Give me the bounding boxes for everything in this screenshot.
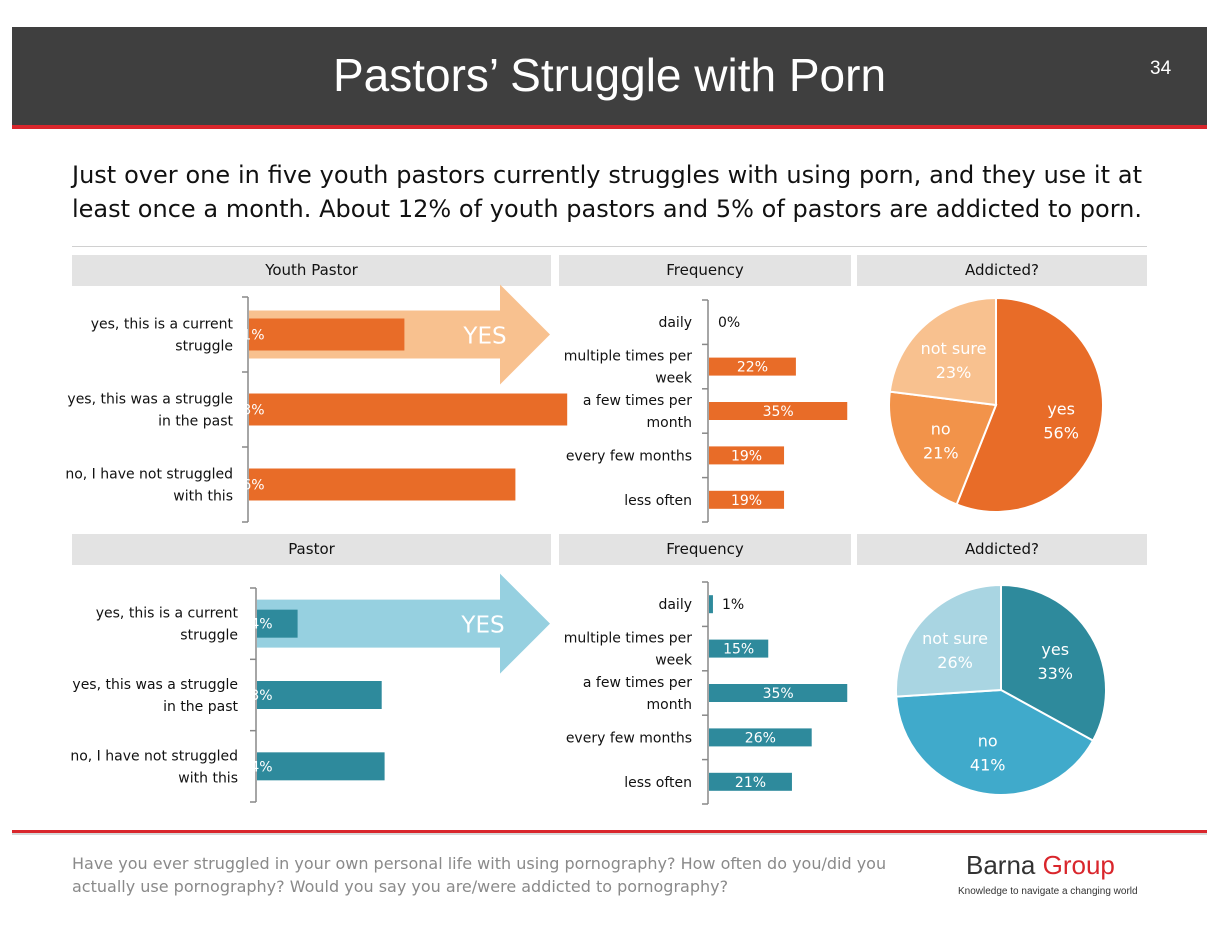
bar xyxy=(709,595,713,614)
bar-data-label: 1% xyxy=(722,597,744,613)
bar-data-label: 14% xyxy=(241,617,272,633)
barna-group-logo: Barna Group xyxy=(966,850,1115,881)
category-label: less often xyxy=(624,775,692,791)
footer-accent-line xyxy=(12,830,1207,833)
pie-data-label: 23% xyxy=(936,363,972,382)
logo-tagline: Knowledge to navigate a changing world xyxy=(958,886,1138,897)
bar-data-label: 19% xyxy=(731,448,762,464)
pie-data-label: 41% xyxy=(970,755,1006,774)
slide-subtitle: Just over one in five youth pastors curr… xyxy=(72,161,1142,223)
logo-word-group: Group xyxy=(1042,850,1115,880)
category-label: multiple times per week xyxy=(564,349,693,387)
bar xyxy=(257,752,385,781)
category-label: yes, this is a current struggle xyxy=(91,317,234,355)
bar-data-label: 26% xyxy=(745,730,776,746)
pie-data-label: 56% xyxy=(1043,423,1079,442)
pie-slice-label: not sure xyxy=(921,339,987,358)
category-label: a few times per month xyxy=(583,675,692,713)
pie-slice-label: yes xyxy=(1041,640,1069,659)
header-pastor: Pastor xyxy=(72,534,551,565)
yes-arrow-label: YES xyxy=(460,613,504,639)
bar xyxy=(709,357,796,376)
bar-data-label: 21% xyxy=(735,775,766,791)
category-label: every few months xyxy=(566,730,692,746)
pie-slice xyxy=(955,296,1104,513)
bar-data-label: 0% xyxy=(718,315,740,331)
pie-slice-label: no xyxy=(931,420,951,439)
bar-data-label: 15% xyxy=(723,642,754,658)
title-bar xyxy=(12,27,1207,125)
category-label: multiple times per week xyxy=(564,631,693,669)
bar xyxy=(709,490,785,509)
bar xyxy=(709,684,848,702)
bar xyxy=(709,728,812,747)
pie-slice xyxy=(895,688,1095,796)
bar xyxy=(257,609,298,638)
bar-data-label: 44% xyxy=(241,759,272,775)
category-label: yes, this is a current struggle xyxy=(96,606,239,644)
header-pastor-frequency: Frequency xyxy=(559,534,851,565)
pie-slice-label: not sure xyxy=(922,629,988,648)
page-number: 34 xyxy=(1150,58,1172,79)
category-label: yes, this was a struggle in the past xyxy=(67,392,233,430)
pie-slice xyxy=(888,296,997,407)
pie-slice xyxy=(1000,583,1107,742)
bar xyxy=(249,393,568,426)
yes-arrow xyxy=(257,573,550,674)
bar-data-label: 22% xyxy=(737,360,768,376)
logo-word-barna: Barna xyxy=(966,850,1036,880)
category-label: daily xyxy=(658,597,692,613)
category-label: daily xyxy=(658,315,692,331)
category-label: no, I have not struggled with this xyxy=(65,467,233,505)
bar xyxy=(249,318,405,351)
pie-slice xyxy=(895,583,1002,698)
bar xyxy=(709,772,792,791)
bar xyxy=(709,402,848,420)
bar-data-label: 35% xyxy=(763,686,794,702)
category-label: less often xyxy=(624,493,692,509)
bar xyxy=(709,639,769,658)
pie-slice-label: yes xyxy=(1047,399,1075,418)
divider xyxy=(72,246,1147,247)
bar-data-label: 43% xyxy=(241,688,272,704)
header-youth-addicted: Addicted? xyxy=(857,255,1147,286)
category-label: no, I have not struggled with this xyxy=(70,748,238,786)
bar xyxy=(257,681,382,709)
slide-title: Pastors’ Struggle with Porn xyxy=(332,49,887,101)
bar-data-label: 21% xyxy=(233,328,264,344)
bar xyxy=(249,468,516,501)
yes-arrow-label: YES xyxy=(462,324,506,350)
bar xyxy=(709,446,785,465)
pie-slice xyxy=(888,390,998,506)
pie-data-label: 33% xyxy=(1037,664,1073,683)
pie-slice-label: no xyxy=(978,731,998,750)
pie-data-label: 21% xyxy=(923,444,959,463)
category-label: a few times per month xyxy=(583,393,692,431)
bar-data-label: 36% xyxy=(233,478,264,494)
footer-divider xyxy=(12,833,1207,835)
header-youth-pastor: Youth Pastor xyxy=(72,255,551,286)
bar-data-label: 35% xyxy=(763,404,794,420)
title-accent-line xyxy=(12,125,1207,129)
header-youth-frequency: Frequency xyxy=(559,255,851,286)
bar-data-label: 43% xyxy=(233,403,264,419)
header-pastor-addicted: Addicted? xyxy=(857,534,1147,565)
bar-data-label: 19% xyxy=(731,493,762,509)
survey-question-footnote: Have you ever struggled in your own pers… xyxy=(72,854,887,896)
category-label: every few months xyxy=(566,448,692,464)
category-label: yes, this was a struggle in the past xyxy=(72,677,238,715)
pie-data-label: 26% xyxy=(937,653,973,672)
